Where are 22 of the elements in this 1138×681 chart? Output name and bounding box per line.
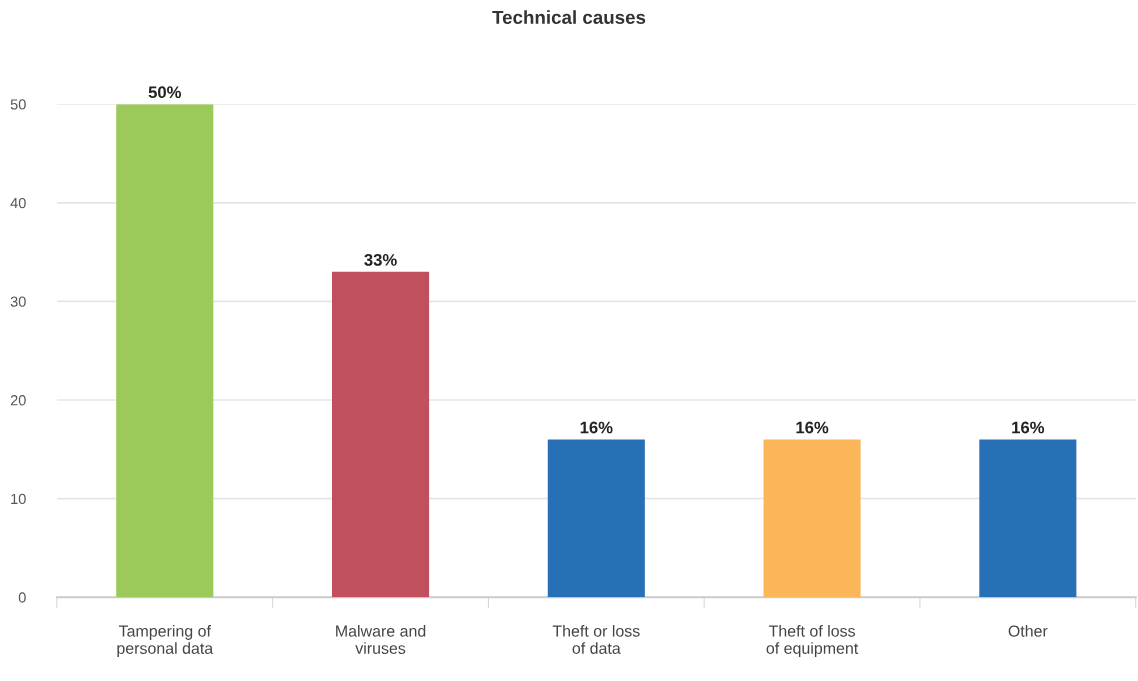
bar — [332, 271, 430, 598]
data-label: 16% — [796, 421, 829, 434]
x-tick-label: Other — [1008, 625, 1048, 637]
data-label: 33% — [364, 253, 397, 266]
x-tick-label: Malware and viruses — [336, 625, 426, 654]
x-tick-label: Tampering of personal data — [117, 625, 214, 658]
chart-title: Technical causes — [492, 10, 646, 24]
bar — [979, 439, 1077, 598]
y-tick-label: 40 — [10, 197, 26, 209]
data-label: 50% — [148, 86, 182, 99]
y-tick-label: 0 — [18, 592, 26, 603]
x-tick-label: Theft or loss of data — [552, 625, 640, 654]
x-tick-label: Theft of loss of equipment — [766, 625, 859, 658]
data-label: 16% — [580, 421, 613, 434]
bar — [547, 439, 645, 598]
y-tick-label: 10 — [11, 493, 26, 505]
y-tick-label: 20 — [10, 395, 26, 406]
bar — [763, 439, 861, 598]
data-label: 16% — [1012, 421, 1045, 434]
y-tick-label: 50 — [10, 99, 26, 110]
y-tick-label: 30 — [10, 296, 26, 307]
bar — [116, 104, 214, 598]
